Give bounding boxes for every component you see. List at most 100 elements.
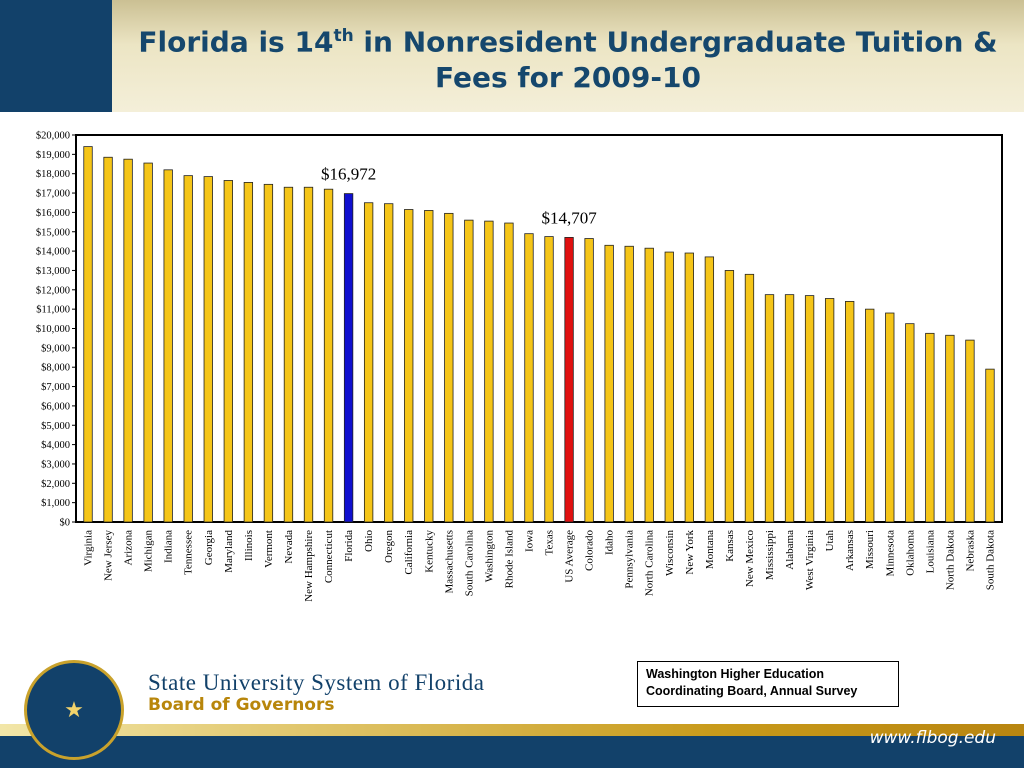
title-superscript: th <box>333 26 354 46</box>
org-name: State University System of Florida <box>148 670 485 695</box>
bar-utah <box>824 298 835 523</box>
y-axis: $0 $1,000 $2,000 $3,000 $4,000 $5,000 $6,000 $7… <box>36 131 76 529</box>
y-tick-label: $6,000 <box>41 401 70 412</box>
x-tick-label: West Virginia <box>804 530 816 590</box>
x-tick-label: Louisiana <box>924 530 936 573</box>
y-tick-label: $18,000 <box>36 169 70 180</box>
y-tick-label: $1,000 <box>41 498 70 509</box>
website-link[interactable]: www.flbog.edu <box>869 728 996 748</box>
footer-gold-stripe <box>0 724 1024 738</box>
x-tick-label: South Carolina <box>463 530 475 596</box>
y-tick-label: $14,000 <box>36 247 70 258</box>
x-tick-label: Kansas <box>724 530 736 562</box>
bar-maryland <box>223 180 233 523</box>
bar-ohio <box>363 202 374 523</box>
bar-south-dakota <box>985 368 995 523</box>
bar-idaho <box>604 244 614 523</box>
x-tick-label: New Hampshire <box>303 530 315 602</box>
x-tick-label: Oregon <box>383 530 395 563</box>
bar-pennsylvania <box>624 245 634 523</box>
bar-new-mexico <box>744 273 755 523</box>
x-axis: Virginia New Jersey Arizona Michigan Indiana… <box>83 530 997 602</box>
bar-minnesota <box>885 312 895 523</box>
bar-south-carolina <box>464 219 474 523</box>
bar-vermont <box>263 183 274 523</box>
x-tick-label: Colorado <box>584 530 596 571</box>
bar-missouri <box>865 308 875 523</box>
x-tick-label: Texas <box>544 530 556 556</box>
y-tick-label: $13,000 <box>36 266 70 277</box>
x-tick-label: North Carolina <box>644 530 656 596</box>
bar-north-carolina <box>644 247 654 523</box>
x-tick-label: Missouri <box>864 530 876 569</box>
y-tick-label: $12,000 <box>36 285 70 296</box>
x-tick-label: Washington <box>483 530 495 583</box>
x-tick-label: Oklahoma <box>904 530 916 576</box>
x-tick-label: Mississippi <box>764 530 776 580</box>
data-label-us-average: $14,707 <box>541 208 597 227</box>
header-banner: Florida is 14th in Nonresident Undergrad… <box>0 0 1024 112</box>
bar-texas <box>544 236 554 523</box>
bar-georgia <box>203 176 213 523</box>
bar-iowa <box>524 233 534 523</box>
bar-new-jersey <box>103 156 113 523</box>
x-tick-label: US Average <box>564 530 576 583</box>
bar-new-york <box>684 252 694 523</box>
x-tick-label: Nevada <box>283 530 295 564</box>
bar-arkansas <box>845 301 855 523</box>
bar-massachusetts <box>444 212 454 523</box>
source-line2: Coordinating Board, Annual Survey <box>646 684 858 698</box>
x-tick-label: California <box>403 530 415 575</box>
y-tick-label: $4,000 <box>41 440 70 451</box>
y-tick-label: $0 <box>60 518 71 529</box>
x-tick-label: Ohio <box>363 530 375 553</box>
bar-florida <box>343 193 354 523</box>
y-tick-label: $2,000 <box>41 479 70 490</box>
y-tick-label: $9,000 <box>41 343 70 354</box>
page-title: Florida is 14th in Nonresident Undergrad… <box>112 18 1024 96</box>
bar-washington <box>484 220 494 523</box>
x-tick-label: Arkansas <box>844 530 856 571</box>
x-tick-label: Michigan <box>143 530 155 573</box>
y-tick-label: $20,000 <box>36 131 70 142</box>
x-tick-label: Illinois <box>243 530 255 561</box>
bar-west-virginia <box>804 295 815 523</box>
bar-indiana <box>163 169 173 523</box>
florida-seal-icon: ★ <box>24 660 124 760</box>
bar-tennessee <box>183 175 193 523</box>
x-tick-label: Kentucky <box>423 530 435 573</box>
bar-kentucky <box>424 210 434 523</box>
footer: ★ State University System of Florida Boa… <box>0 640 1024 768</box>
source-note: Washington Higher Education Coordinating… <box>637 661 899 707</box>
bar-montana <box>704 256 715 523</box>
x-tick-label: Rhode Island <box>503 530 515 589</box>
header-left-panel <box>0 0 112 112</box>
x-tick-label: Utah <box>824 530 836 552</box>
x-tick-label: Minnesota <box>884 530 896 577</box>
x-tick-label: Montana <box>704 530 716 569</box>
title-line2: Fees for 2009-10 <box>435 61 701 95</box>
x-tick-label: North Dakota <box>944 530 956 590</box>
y-tick-label: $16,000 <box>36 208 70 219</box>
x-tick-label: Arizona <box>123 530 135 566</box>
y-tick-label: $17,000 <box>36 189 70 200</box>
x-tick-label: Nebraska <box>964 530 976 572</box>
x-tick-label: New Jersey <box>103 530 115 582</box>
bar-illinois <box>243 182 254 523</box>
x-tick-label: Iowa <box>523 530 535 552</box>
bar-oregon <box>384 203 394 523</box>
plot-frame <box>75 134 1003 523</box>
source-line1: Washington Higher Education <box>646 667 825 681</box>
org-subtitle: Board of Governors <box>148 695 335 715</box>
bar-new-hampshire <box>303 186 314 523</box>
x-tick-label: Tennessee <box>183 530 195 575</box>
bar-michigan <box>143 162 153 523</box>
tuition-bar-chart: $0 $1,000 $2,000 $3,000 $4,000 $5,000 $6,000 $7… <box>36 131 1003 602</box>
bar-us-average <box>564 237 574 523</box>
bar-nevada <box>283 186 294 523</box>
bar-oklahoma <box>905 323 915 523</box>
x-tick-label: Pennsylvania <box>624 530 636 589</box>
bar-virginia <box>83 146 93 523</box>
data-label-florida: $16,972 <box>321 165 376 184</box>
x-tick-label: Virginia <box>83 530 95 566</box>
